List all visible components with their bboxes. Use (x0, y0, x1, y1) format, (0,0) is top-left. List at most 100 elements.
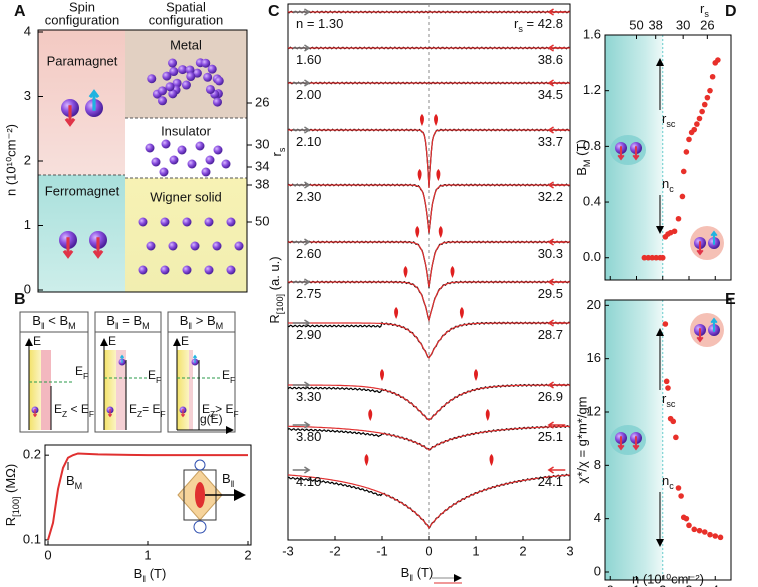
trace (287, 474, 571, 530)
y-tick-label: 0.0 (583, 249, 601, 264)
point (679, 193, 686, 200)
rs-axis-label-part: s (277, 147, 287, 152)
rs-value: 25.1 (538, 429, 563, 444)
y-axis-label-part: (MΩ) (3, 464, 18, 497)
x-tick-label: 0 (425, 543, 432, 558)
spin-down (64, 105, 76, 127)
n-label: n = 1.30 (296, 16, 343, 31)
x-axis-label: n (10¹⁰cm⁻²) (632, 571, 704, 586)
point (717, 534, 724, 541)
insulator-electron (201, 167, 211, 177)
bm-marker (417, 169, 422, 181)
point (707, 87, 713, 94)
point (704, 94, 711, 101)
spin-down (617, 146, 625, 161)
point (683, 149, 690, 155)
spin-up (710, 317, 718, 332)
wigner-electron (160, 217, 170, 227)
fermi-label-part: E (148, 368, 156, 382)
zeeman-label-part: F (234, 409, 239, 419)
fermi-label-part: F (83, 371, 88, 381)
sweep-down-arrow (547, 421, 566, 429)
point (709, 73, 716, 80)
y-tick-label: 4 (24, 23, 31, 38)
zeeman-label: EZ < EF (54, 402, 94, 419)
bm-marker (434, 114, 439, 126)
point (691, 526, 698, 533)
n-label: 3.30 (296, 389, 321, 404)
band-up (177, 350, 189, 430)
case-title: B‖ > BM (180, 313, 224, 331)
rs-label: 30.3 (538, 246, 563, 261)
wigner-electron (226, 265, 236, 275)
insulator-electron (187, 159, 197, 169)
metal-electron (186, 72, 196, 82)
zeeman-label-part: Z (62, 409, 67, 419)
wigner-electron (182, 217, 192, 227)
bm-marker (474, 369, 478, 381)
wigner-electron (234, 241, 244, 251)
sweep-up-arrow (292, 8, 311, 16)
wigner-electron (138, 265, 148, 275)
spin-down (632, 436, 640, 451)
zeeman-label-part: = E (142, 402, 160, 416)
zeeman-label: EZ= EF (129, 402, 166, 419)
zeeman-label-part: E (202, 402, 210, 416)
y-tick-label: 0.2 (23, 447, 41, 462)
sweep-up-arrow (292, 126, 311, 134)
metal-electron (207, 64, 217, 74)
spin-down (180, 408, 186, 418)
metal-electron (168, 58, 178, 68)
x2-tick-label: 26 (700, 17, 714, 32)
y-tick-label: 16 (587, 350, 601, 365)
point (696, 115, 703, 122)
n-value: 3.30 (296, 389, 321, 404)
bm-marker (459, 307, 464, 319)
insulator-electron (159, 167, 169, 177)
case-title-part: B (180, 313, 189, 328)
insulator-electron (145, 143, 155, 153)
spin-up (192, 354, 198, 364)
x-tick-label: 4 (712, 582, 719, 587)
sweep-down-arrow (547, 181, 566, 189)
wigner-electron (204, 217, 214, 227)
trace (288, 184, 570, 234)
metal-electron (172, 78, 182, 88)
rs-value: 30.3 (538, 246, 563, 261)
bm-marker (368, 409, 373, 421)
band-up (29, 350, 41, 430)
phase-label: Ferromagnet (45, 183, 120, 198)
y-axis-label: n (10¹⁰cm⁻²) (3, 124, 18, 196)
y-axis-label-part: (T) (574, 139, 589, 159)
case-title-part: > B (192, 313, 216, 328)
voltmeter (193, 520, 207, 534)
rs-label: 28.7 (538, 327, 563, 342)
rs-axis-label: rs (269, 147, 287, 156)
x-tick-label: 2 (519, 543, 526, 558)
rs-value: 42.8 (538, 16, 563, 31)
zeeman-label-part: F (161, 409, 166, 419)
fermi-label: EF (222, 368, 235, 385)
energy-axis-label: E (108, 334, 116, 348)
n-value: 2.00 (296, 87, 321, 102)
metal-electron (157, 86, 167, 96)
band-up (104, 350, 116, 430)
point (653, 254, 659, 261)
wigner-electron (138, 217, 148, 227)
fermi-label: EF (75, 364, 88, 381)
x2-tick-label: 38 (648, 17, 662, 32)
trace (288, 384, 570, 421)
point (663, 378, 670, 385)
rs-label: 33.7 (538, 134, 563, 149)
x-tick-label: 1 (472, 543, 479, 558)
rs-value: 32.2 (538, 189, 563, 204)
current-source (194, 459, 206, 471)
x-axis-label-part: (T) (146, 566, 166, 581)
bm-marker (380, 369, 384, 381)
sweep-down-arrow (547, 238, 566, 246)
n-label: 1.60 (296, 52, 321, 67)
y-tick-label: 0.4 (583, 193, 601, 208)
n-value: 2.90 (296, 327, 321, 342)
x-tick-label: -3 (282, 543, 294, 558)
